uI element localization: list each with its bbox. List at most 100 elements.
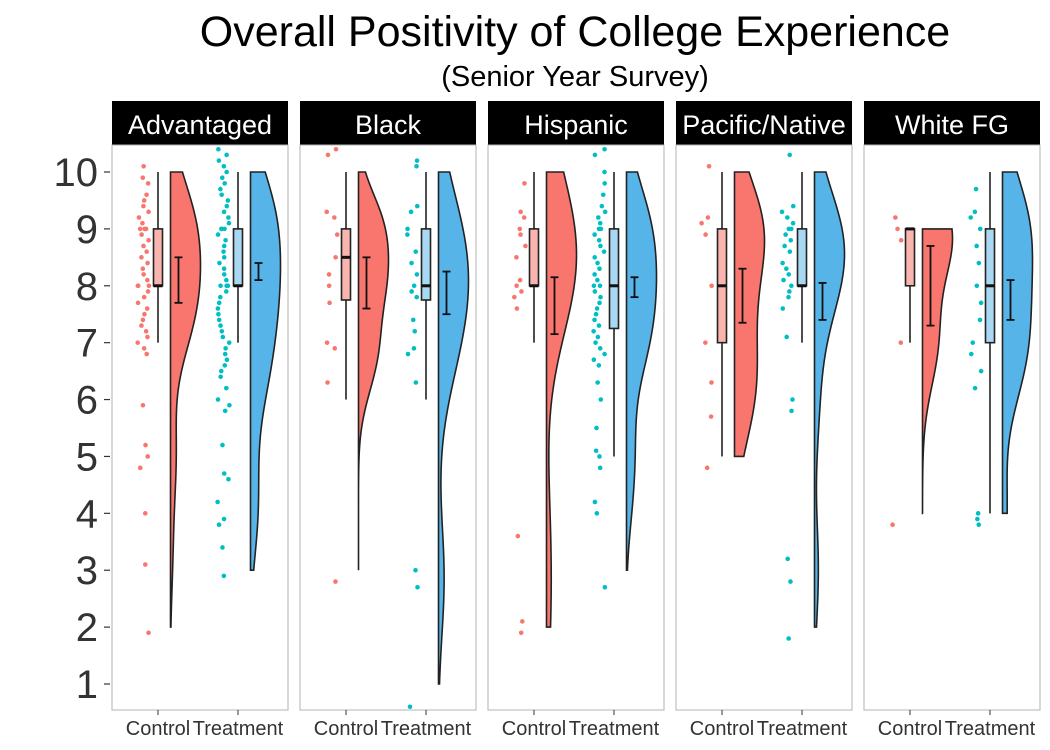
data-point [595,260,600,266]
facet-strip [112,101,288,145]
data-point [788,237,794,243]
y-tick-label: 5 [76,435,98,479]
data-point [140,317,146,323]
data-point [602,351,607,357]
data-point [145,260,150,266]
data-point [704,465,710,471]
data-point [895,226,900,232]
data-point [141,272,146,277]
data-point [139,323,144,328]
facet-strip [676,101,852,145]
data-point [597,465,603,471]
data-point [597,346,603,351]
data-point [141,203,146,209]
data-point [215,397,221,402]
violin-treatment [1001,171,1034,515]
data-point [788,579,793,584]
data-point [140,220,145,226]
data-point [788,226,794,232]
data-point [592,232,597,237]
data-point [789,283,794,289]
violin-control [357,171,390,571]
chart-title: Overall Positivity of College Experience [200,8,950,56]
facet-strip-label: Black [355,110,422,140]
data-point [221,255,227,260]
data-point [143,226,149,232]
data-point [784,266,789,272]
data-point [601,249,607,254]
data-point [139,255,144,260]
data-point [602,209,608,215]
x-tick-label: Control [314,718,378,740]
data-point [786,272,792,277]
data-point [597,283,603,289]
data-point [975,516,980,522]
x-tick-label: Treatment [193,718,284,740]
data-point [413,380,419,385]
data-point [593,340,598,345]
data-point [591,283,597,289]
data-point [968,351,974,357]
data-point [784,334,789,340]
data-point [519,289,524,294]
data-point [594,511,600,516]
data-point [512,294,517,300]
data-point [789,408,794,414]
facet-panel-white-fg: White FG Control Treatment [863,101,1041,740]
data-point [221,573,227,579]
data-point [602,169,607,175]
data-point [517,277,523,283]
data-point [333,255,338,260]
violin-treatment [625,171,658,572]
data-point [137,465,143,471]
data-point [411,346,417,351]
data-point [221,243,227,249]
data-point [591,357,597,363]
data-point [592,499,598,505]
x-tick-label: Treatment [757,718,848,740]
facet-strip [864,101,1040,145]
data-point [602,181,607,186]
data-point [141,294,147,300]
data-point [218,186,223,192]
violin-control [169,171,202,628]
data-point [413,567,418,573]
data-point [893,215,898,220]
data-point [140,175,146,180]
data-point [325,152,331,158]
data-point [974,243,979,249]
data-point [215,306,221,311]
data-point [146,209,151,215]
data-point [226,340,232,345]
data-point [217,260,222,266]
box-iqr [528,228,540,287]
data-point [594,306,600,311]
data-point [592,272,597,277]
data-point [781,277,786,283]
data-point [141,346,147,351]
data-point [216,522,222,528]
data-point [218,323,223,328]
data-point [145,454,150,459]
data-point [977,226,983,232]
data-point [222,181,227,186]
data-point [415,584,420,590]
box-iqr [904,228,916,287]
data-point [405,351,411,357]
data-point [145,334,150,340]
data-point [592,289,598,294]
data-point [780,260,785,266]
data-point [226,215,231,220]
data-point [597,220,603,226]
data-point [216,300,222,306]
x-tick-label: Control [878,718,942,740]
facet-strip-label: Advantaged [128,110,272,140]
data-point [143,328,149,334]
y-tick-label: 7 [76,322,98,366]
data-point [407,704,413,710]
data-point [218,368,224,374]
data-point [145,289,151,294]
y-tick-label: 3 [76,549,98,593]
data-point [141,243,146,249]
data-point [970,340,976,345]
